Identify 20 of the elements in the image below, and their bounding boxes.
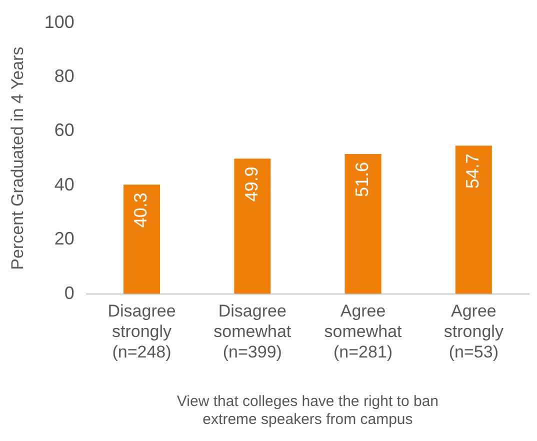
- y-tick-label: 40: [54, 174, 74, 194]
- y-tick-label: 60: [54, 120, 74, 140]
- bar: [234, 158, 271, 294]
- y-tick-label: 20: [54, 228, 74, 249]
- bar: [455, 146, 492, 294]
- x-tick-label: Disagree strongly (n=248): [108, 302, 176, 362]
- y-tick-label: 100: [44, 12, 74, 32]
- y-tick-label: 0: [64, 282, 74, 303]
- x-tick-label: Agree somewhat (n=281): [324, 302, 402, 362]
- x-tick-label: Agree strongly (n=53): [444, 302, 504, 362]
- y-tick-label: 80: [54, 66, 74, 86]
- data-label: 49.9: [241, 166, 262, 202]
- data-label: 51.6: [352, 162, 372, 198]
- x-tick-label: Disagree somewhat (n=399): [214, 302, 292, 362]
- data-label: 40.3: [130, 192, 151, 228]
- bar: [344, 154, 382, 294]
- x-axis-title: View that colleges have the right to ban extreme speakers from campus: [176, 393, 438, 428]
- y-axis-title: Percent Graduated in 4 Years: [8, 46, 27, 270]
- bar: [124, 184, 160, 294]
- data-label: 54.7: [462, 154, 483, 189]
